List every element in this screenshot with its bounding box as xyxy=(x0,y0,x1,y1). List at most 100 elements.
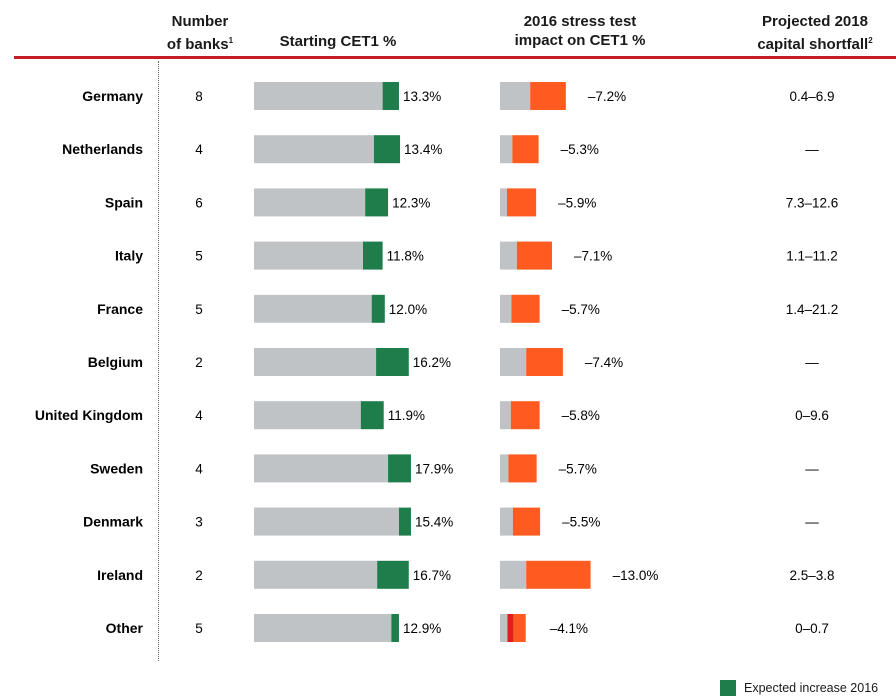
impact-marker-bar-other xyxy=(507,614,514,642)
banks-count-netherlands: 4 xyxy=(195,142,203,157)
cet1-label-denmark: 15.4% xyxy=(415,515,453,530)
impact-base-bar-other xyxy=(500,614,508,642)
cet1-base-bar-germany xyxy=(254,82,383,110)
impact-base-bar-germany xyxy=(500,82,531,110)
impact-label-netherlands: –5.3% xyxy=(561,142,599,157)
banks-count-denmark: 3 xyxy=(195,515,203,530)
banks-count-france: 5 xyxy=(195,302,203,317)
cet1-base-bar-ireland xyxy=(254,560,378,589)
cet1-increase-bar-spain xyxy=(365,188,389,217)
banks-count-belgium: 2 xyxy=(195,355,203,370)
cet1-increase-bar-netherlands xyxy=(373,135,401,164)
cet1-label-italy: 11.8% xyxy=(387,249,424,264)
cet1-base-bar-belgium xyxy=(254,348,377,376)
shortfall-denmark: — xyxy=(805,515,819,530)
footnote-1: 1 xyxy=(228,36,234,45)
cet1-increase-bar-denmark xyxy=(398,507,411,536)
impact-label-belgium: –7.4% xyxy=(585,355,623,370)
impact-base-bar-denmark xyxy=(500,507,513,536)
header-shortfall-line2: capital shortfall xyxy=(757,36,869,53)
shortfall-italy: 1.1–11.2 xyxy=(786,249,838,264)
impact-base-bar-netherlands xyxy=(500,135,513,164)
impact-base-bar-belgium xyxy=(500,348,527,376)
impact-base-bar-sweden xyxy=(500,454,509,483)
banks-count-other: 5 xyxy=(195,621,203,636)
cet1-label-other: 12.9% xyxy=(403,621,441,636)
header-number-of-banks: Number of banks1 xyxy=(150,12,250,54)
cet1-base-bar-other xyxy=(254,614,392,642)
impact-bar-united-kingdom xyxy=(510,401,540,430)
cet1-base-bar-spain xyxy=(254,188,366,217)
cet1-label-belgium: 16.2% xyxy=(413,355,451,370)
cet1-increase-bar-other xyxy=(391,614,399,642)
impact-label-spain: –5.9% xyxy=(558,195,596,210)
shortfall-united-kingdom: 0–9.6 xyxy=(795,408,829,423)
cet1-label-ireland: 16.7% xyxy=(413,568,451,583)
impact-label-italy: –7.1% xyxy=(574,249,612,264)
legend-swatch xyxy=(720,680,736,696)
country-label-other: Other xyxy=(106,620,144,636)
banks-count-italy: 5 xyxy=(195,249,203,264)
impact-label-ireland: –13.0% xyxy=(613,568,659,583)
impact-bar-france xyxy=(511,294,540,323)
header-impact-line2: impact on CET1 % xyxy=(514,32,646,49)
impact-bar-ireland xyxy=(526,560,591,589)
cet1-increase-bar-italy xyxy=(363,241,383,270)
footnote-2: 2 xyxy=(868,36,873,45)
header-stress-test-impact: 2016 stress test impact on CET1 % xyxy=(480,12,680,50)
country-label-france: France xyxy=(97,301,143,317)
cet1-base-bar-italy xyxy=(254,241,363,270)
cet1-label-united-kingdom: 11.9% xyxy=(388,408,425,423)
country-label-spain: Spain xyxy=(105,194,143,210)
shortfall-spain: 7.3–12.6 xyxy=(786,195,839,210)
header-starting-cet1: Starting CET1 % xyxy=(279,33,397,50)
impact-base-bar-ireland xyxy=(500,560,527,589)
impact-bar-netherlands xyxy=(512,135,539,164)
country-label-belgium: Belgium xyxy=(88,354,143,370)
cet1-base-bar-netherlands xyxy=(254,135,374,164)
impact-bar-germany xyxy=(530,82,566,110)
banks-count-sweden: 4 xyxy=(195,461,203,476)
impact-bar-sweden xyxy=(508,454,537,483)
cet1-base-bar-united-kingdom xyxy=(254,401,361,430)
header-banks-line1: Number xyxy=(171,13,229,30)
cet1-label-spain: 12.3% xyxy=(392,195,430,210)
cet1-label-france: 12.0% xyxy=(389,302,427,317)
banks-count-ireland: 2 xyxy=(195,568,203,583)
header-shortfall-line1: Projected 2018 xyxy=(762,13,868,30)
impact-label-other: –4.1% xyxy=(550,621,588,636)
impact-label-united-kingdom: –5.8% xyxy=(562,408,600,423)
country-label-germany: Germany xyxy=(82,88,143,104)
legend-label: Expected increase 2016 xyxy=(744,681,879,695)
shortfall-belgium: — xyxy=(805,355,819,370)
impact-label-france: –5.7% xyxy=(562,302,600,317)
country-label-united-kingdom: United Kingdom xyxy=(35,407,143,423)
cet1-increase-bar-united-kingdom xyxy=(360,401,384,430)
header-divider xyxy=(14,56,896,59)
impact-label-denmark: –5.5% xyxy=(562,515,600,530)
cet1-label-netherlands: 13.4% xyxy=(404,142,442,157)
impact-bar-italy xyxy=(516,241,552,270)
country-label-netherlands: Netherlands xyxy=(62,141,143,157)
shortfall-other: 0–0.7 xyxy=(795,621,829,636)
shortfall-sweden: — xyxy=(805,461,819,476)
impact-base-bar-spain xyxy=(500,188,507,217)
cet1-increase-bar-belgium xyxy=(376,348,409,376)
country-label-sweden: Sweden xyxy=(90,460,143,476)
header-banks-line2: of banks xyxy=(166,36,229,53)
impact-label-sweden: –5.7% xyxy=(559,461,597,476)
impact-bar-other xyxy=(513,614,526,642)
cet1-increase-bar-ireland xyxy=(377,560,409,589)
cet1-label-germany: 13.3% xyxy=(403,89,441,104)
cet1-base-bar-sweden xyxy=(254,454,389,483)
cet1-base-bar-france xyxy=(254,294,372,323)
header-impact-line1: 2016 stress test xyxy=(523,13,637,30)
cet1-increase-bar-germany xyxy=(382,82,399,110)
shortfall-netherlands: — xyxy=(805,142,819,157)
country-label-denmark: Denmark xyxy=(83,514,143,530)
header-capital-shortfall: Projected 2018 capital shortfall2 xyxy=(730,12,896,54)
country-label-italy: Italy xyxy=(115,248,143,264)
shortfall-ireland: 2.5–3.8 xyxy=(789,568,834,583)
banks-count-united-kingdom: 4 xyxy=(195,408,203,423)
